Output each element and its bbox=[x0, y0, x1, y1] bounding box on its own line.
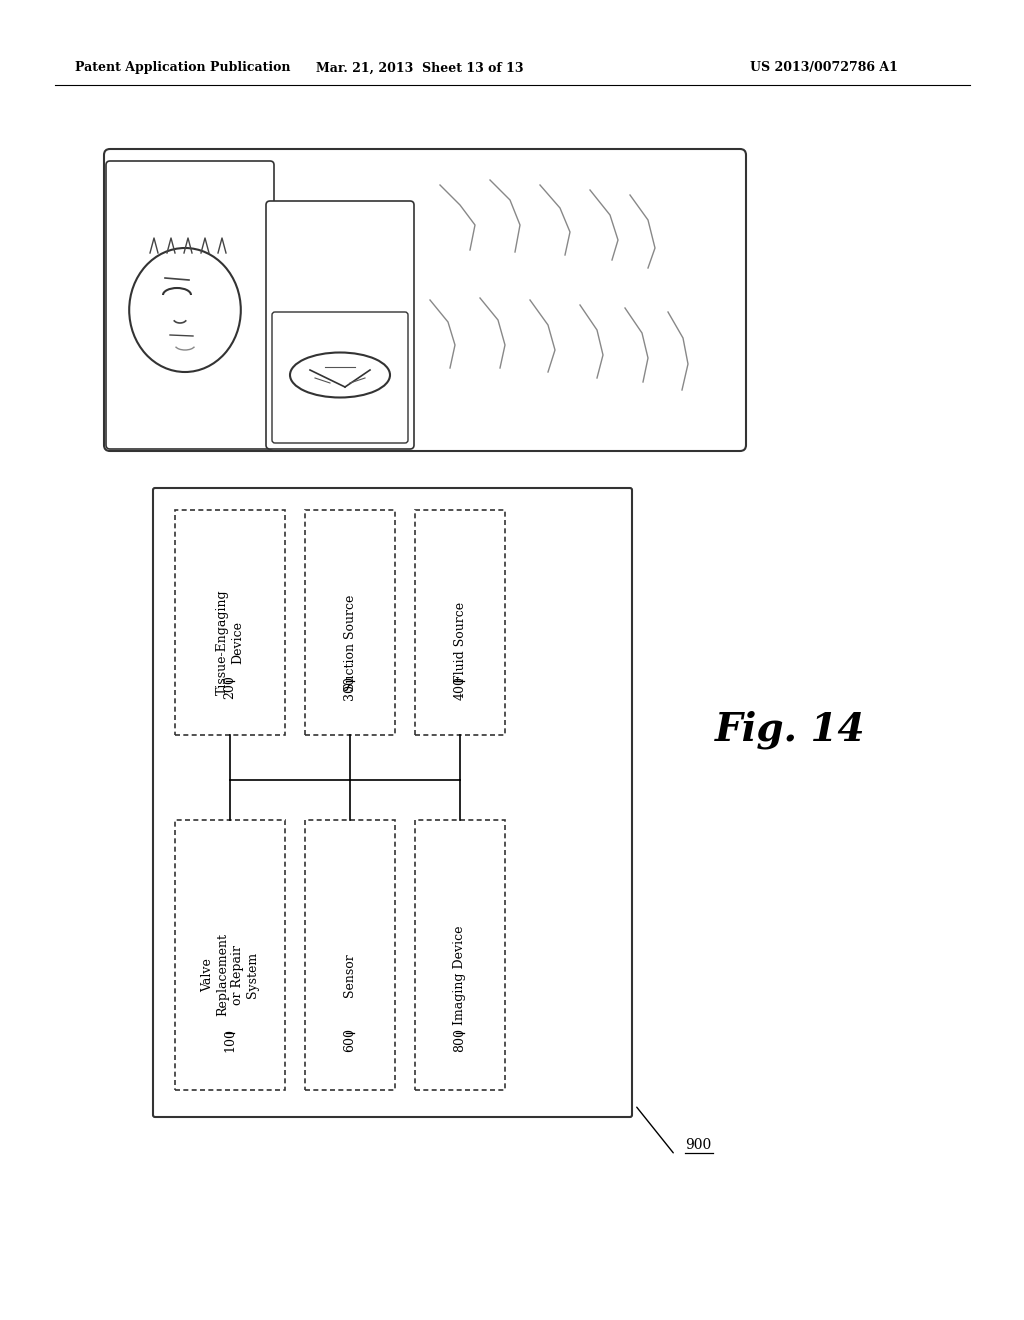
Bar bbox=[415, 510, 505, 735]
Bar bbox=[175, 510, 285, 735]
Text: US 2013/0072786 A1: US 2013/0072786 A1 bbox=[750, 62, 898, 74]
Text: Mar. 21, 2013  Sheet 13 of 13: Mar. 21, 2013 Sheet 13 of 13 bbox=[316, 62, 523, 74]
Text: Tissue-Engaging
Device: Tissue-Engaging Device bbox=[216, 590, 244, 696]
Bar bbox=[305, 510, 395, 735]
FancyBboxPatch shape bbox=[272, 312, 408, 444]
Ellipse shape bbox=[129, 248, 241, 372]
Bar bbox=[415, 820, 505, 1090]
Text: 600: 600 bbox=[343, 1028, 356, 1052]
Text: 100: 100 bbox=[223, 1028, 237, 1052]
Text: 300: 300 bbox=[343, 676, 356, 700]
Text: Imaging Device: Imaging Device bbox=[454, 925, 467, 1024]
Text: Patent Application Publication: Patent Application Publication bbox=[75, 62, 291, 74]
Bar bbox=[305, 820, 395, 1090]
Text: 200: 200 bbox=[223, 676, 237, 700]
FancyBboxPatch shape bbox=[266, 201, 414, 449]
FancyBboxPatch shape bbox=[104, 149, 746, 451]
Text: 400: 400 bbox=[454, 676, 467, 700]
Ellipse shape bbox=[290, 352, 390, 397]
Text: Fluid Source: Fluid Source bbox=[454, 602, 467, 682]
Bar bbox=[175, 820, 285, 1090]
Text: Valve
Replacement
or Repair
System: Valve Replacement or Repair System bbox=[201, 933, 259, 1016]
Text: Suction Source: Suction Source bbox=[343, 594, 356, 690]
FancyBboxPatch shape bbox=[153, 488, 632, 1117]
Text: Sensor: Sensor bbox=[343, 953, 356, 997]
Text: 800: 800 bbox=[454, 1028, 467, 1052]
Text: Fig. 14: Fig. 14 bbox=[715, 710, 865, 750]
FancyBboxPatch shape bbox=[106, 161, 274, 449]
Text: 900: 900 bbox=[685, 1138, 712, 1152]
